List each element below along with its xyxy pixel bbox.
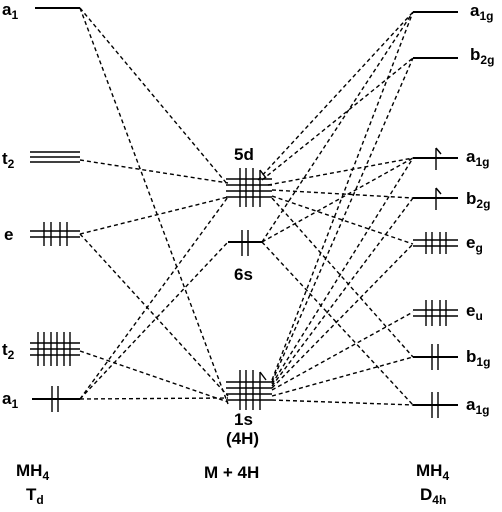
left-footer-line1: MH4 [16,461,49,483]
electron-pair-icon [425,232,447,254]
electron-up-icon [435,147,442,170]
right-footer-line1: MH4 [416,461,449,483]
level-eg [413,232,458,254]
center-label-6s: 6s [234,265,253,284]
level-1s [226,370,272,410]
correlation-lines [79,7,414,406]
corr-line [261,157,414,243]
level-b2g-mid [413,187,458,210]
level-label-b2g-top: b2g [470,45,494,67]
corr-line [271,57,414,383]
level-eu [413,300,458,326]
corr-line [271,197,414,358]
corr-line [261,57,414,181]
electron-pair-icon [425,300,447,326]
level-t2-upper [30,151,80,163]
level-a1g-bottom [413,392,458,418]
center-column: 5d 6s [204,145,272,482]
level-label-eg: eg [466,233,483,255]
level-label-b2g-mid: b2g [466,189,490,211]
level-label-b1g: b1g [466,347,490,369]
level-b1g [413,344,458,370]
level-label-e: e [4,225,13,244]
level-a1-bottom [32,386,80,412]
level-label-a1: a1 [2,0,18,22]
corr-line [271,197,414,387]
corr-line [79,159,229,184]
corr-line [271,399,414,406]
level-label-a1-bottom: a1 [2,389,18,411]
level-e [30,222,80,246]
corr-line [79,233,229,397]
electron-pair-icon [431,344,439,370]
level-t2-lower [30,332,80,366]
corr-line [271,189,414,199]
electron-pair-icon [43,222,68,246]
corr-line [261,11,414,243]
center-label-1s: 1s [234,410,253,429]
corr-line [271,311,414,391]
level-a1g-mid [413,147,458,170]
corr-line [267,157,414,186]
corr-line [79,196,229,235]
level-label-eu: eu [466,301,483,323]
corr-line [79,196,229,400]
level-label-a1g-top: a1g [470,1,493,23]
electron-up-icon [435,187,442,210]
corr-line [79,350,229,403]
corr-line [271,356,414,397]
level-5d [226,168,272,207]
electron-pair-icon [241,230,249,256]
left-footer-line2: Td [26,485,44,507]
corr-line [271,195,414,245]
electron-arrows-icon [239,370,267,410]
corr-line [271,243,414,389]
corr-line [79,7,229,405]
electron-pair-icon [51,386,59,412]
electron-arrows-icon [239,168,267,207]
electron-pair-icon [431,392,439,418]
level-label-a1g-mid: a1g [466,147,489,169]
level-label-t2-lower: t2 [2,340,15,362]
corr-line [257,11,414,181]
left-column: a1 t2 e t2 a1 [2,0,80,507]
center-label-5d: 5d [234,145,254,164]
corr-line [271,11,414,381]
electron-pair-icon [37,332,71,366]
corr-line [261,241,414,406]
corr-line [79,397,229,400]
corr-line [271,157,414,385]
center-footer: M + 4H [204,463,259,482]
center-label-4h: (4H) [226,429,259,448]
right-column: a1g b2g a1g b2g eg [413,1,494,507]
corr-line [79,7,229,186]
right-footer-line2: D4h [420,485,446,507]
level-label-a1g-bottom: a1g [466,395,489,417]
corr-line [79,241,229,400]
level-6s [228,230,262,256]
level-label-t2-upper: t2 [2,149,15,171]
